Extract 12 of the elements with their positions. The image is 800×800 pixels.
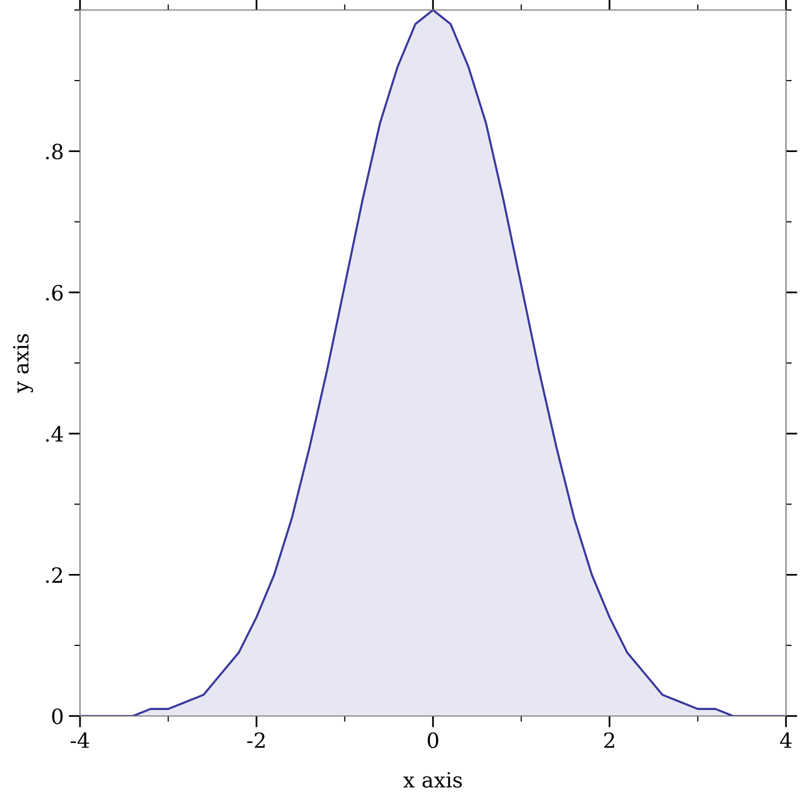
x-tick-label: -2	[247, 732, 265, 748]
x-tick-label: -4	[70, 732, 90, 748]
x-tick-label: 4	[780, 732, 792, 748]
y-tick-label: .2	[46, 567, 62, 584]
x-tick-label: 2	[604, 732, 614, 748]
x-tick-label: 0	[428, 732, 438, 748]
y-tick-label: 0	[52, 708, 63, 724]
y-tick-label: .6	[46, 284, 63, 301]
y-tick-label: .4	[46, 426, 63, 442]
x-axis-title: x axis	[403, 772, 462, 788]
y-axis-title: y axis	[13, 334, 34, 394]
y-tick-label: .8	[46, 144, 63, 160]
